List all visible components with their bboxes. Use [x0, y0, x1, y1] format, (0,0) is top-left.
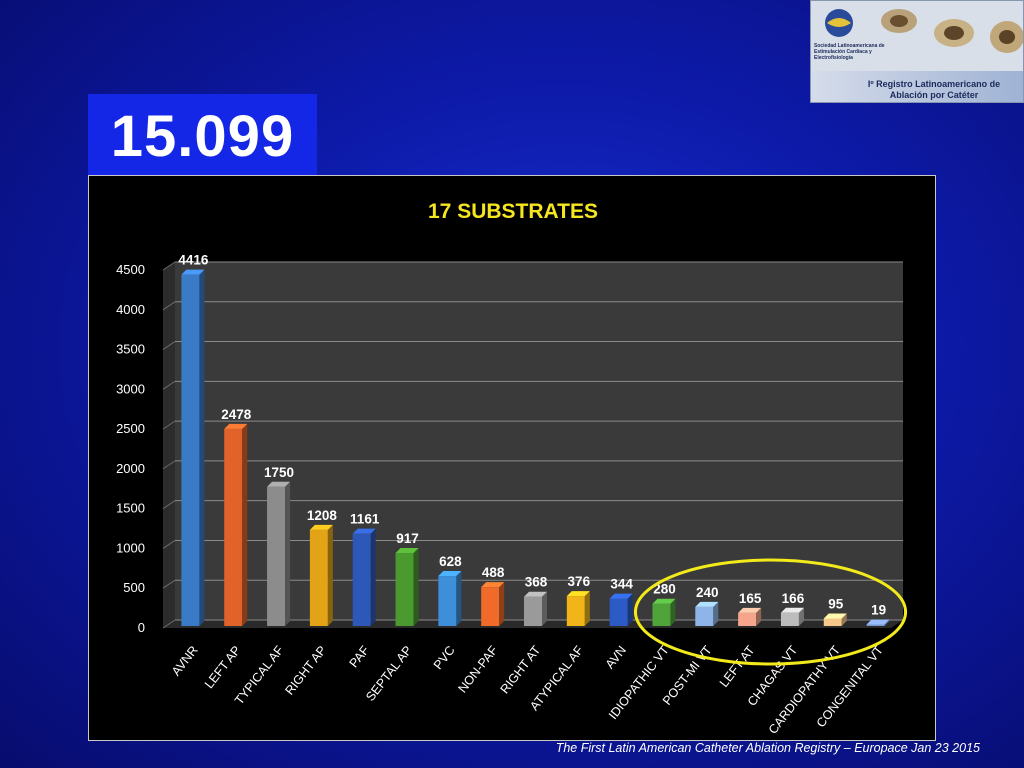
bar [695, 601, 719, 626]
bar-chart: 17 SUBSTRATES 0 500 1000 1500 2000 2500 3000 35… [116, 200, 908, 737]
y-tick-label: 2500 [116, 421, 145, 436]
bar [524, 591, 547, 626]
data-label: 1750 [264, 465, 294, 480]
data-label: 917 [396, 531, 419, 546]
data-label: 165 [739, 591, 762, 606]
y-axis: 0 500 1000 1500 2000 2500 3000 3500 4000 4500 [116, 262, 145, 635]
data-label: 2478 [221, 407, 252, 422]
data-labels: 4416 2478 1750 1208 1161 917 628 488 368 376 344 28… [178, 253, 886, 618]
y-tick-label: 0 [138, 620, 145, 635]
catheter-image [811, 1, 1023, 71]
y-tick-label: 2000 [116, 461, 145, 476]
data-label: 368 [525, 575, 548, 590]
bar [609, 593, 633, 626]
x-tick-label: LEFT AP [202, 643, 244, 691]
highlight-ellipse [633, 558, 908, 666]
data-label: 488 [482, 565, 505, 580]
bar [267, 481, 291, 626]
x-tick-label: NON-PAF [455, 643, 500, 696]
x-tick-label: PAF [347, 643, 373, 670]
footer-citation: The First Latin American Catheter Ablati… [555, 741, 980, 755]
chart-panel: 17 SUBSTRATES 0 500 1000 1500 2000 2500 3000 35… [88, 175, 936, 741]
bar [652, 598, 676, 626]
bar [395, 548, 419, 626]
bar [438, 571, 462, 626]
total-procedures-value: 15.099 [110, 103, 295, 169]
bar [780, 607, 804, 626]
data-label: 1208 [307, 508, 338, 523]
data-label: 19 [871, 602, 886, 617]
x-tick-label: RIGHT AT [498, 643, 544, 696]
data-label: 376 [568, 574, 591, 589]
x-tick-label: PVC [431, 643, 458, 672]
bar [738, 607, 762, 626]
x-tick-label: LEFT AT [717, 643, 758, 690]
bar [181, 269, 205, 626]
bar [481, 582, 505, 626]
society-name: Sociedad Latinoamericana de Estimulación… [814, 43, 885, 61]
data-label: 240 [696, 585, 719, 600]
data-label: 280 [653, 582, 676, 597]
y-tick-label: 4500 [116, 262, 145, 277]
registry-logo: Sociedad Latinoamericana de Estimulación… [810, 0, 1024, 103]
catheter-tips-icon [881, 9, 1023, 53]
y-tick-label: 3500 [116, 342, 145, 357]
data-label: 628 [439, 554, 462, 569]
data-label: 1161 [350, 512, 380, 527]
data-label: 4416 [178, 253, 209, 268]
y-tick-label: 4000 [116, 302, 145, 317]
x-tick-label: AVNR [169, 643, 201, 678]
y-tick-label: 500 [123, 580, 145, 595]
x-tick-label: RIGHT AP [282, 643, 329, 697]
data-label: 166 [782, 591, 805, 606]
bar [566, 591, 590, 626]
total-procedures-badge: 15.099 [88, 94, 317, 178]
bar [352, 528, 376, 626]
registry-name: Iº Registro Latinoamericano de Ablación … [867, 79, 1001, 100]
bar [309, 524, 333, 626]
bar [823, 613, 847, 626]
bar [866, 619, 890, 626]
chart-title: 17 SUBSTRATES [428, 200, 598, 223]
data-label: 344 [610, 577, 633, 592]
bar [224, 423, 248, 626]
y-tick-label: 1500 [116, 501, 145, 516]
bars [181, 269, 890, 626]
y-tick-label: 1000 [116, 540, 145, 555]
y-tick-label: 3000 [116, 381, 145, 396]
x-tick-label: AVN [603, 643, 629, 671]
data-label: 95 [828, 596, 844, 611]
